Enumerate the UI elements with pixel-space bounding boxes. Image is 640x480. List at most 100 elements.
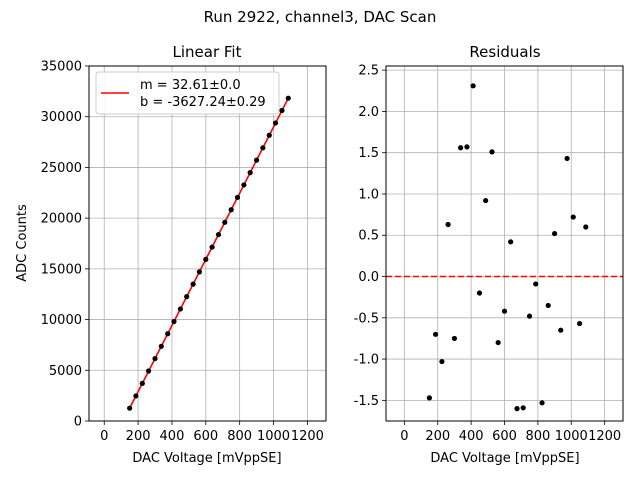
linear-fit-ytick-label: 20000 (41, 212, 82, 227)
residuals-data-point (514, 406, 520, 412)
linear-fit-xtick-label: 1200 (291, 429, 324, 444)
residuals-ytick-label: 1.0 (358, 187, 379, 202)
linear-fit-axes-frame (88, 65, 327, 422)
linear-fit-data-point (266, 132, 272, 138)
residuals-xtick-label: 1200 (588, 429, 621, 444)
linear-fit-ytick-label: 10000 (41, 313, 82, 328)
residuals-data-point (539, 400, 545, 406)
residuals-ytick-label: 1.5 (358, 146, 379, 161)
linear-fit-data-point (184, 294, 190, 300)
figure-title: Run 2922, channel3, DAC Scan (204, 8, 437, 26)
linear-fit-xtick-label: 1000 (257, 429, 290, 444)
linear-fit-xtick-label: 0 (100, 429, 108, 444)
residuals-data-point (483, 197, 489, 204)
residuals-xtick-label: 400 (459, 429, 484, 444)
residuals-data-point (495, 339, 501, 346)
linear-fit-data-point (152, 355, 158, 362)
linear-fit-data-point (165, 331, 171, 337)
linear-fit-data-point (190, 281, 196, 287)
residuals-ytick-label: -1.0 (354, 353, 379, 368)
residuals-xtick-label: 600 (492, 429, 517, 444)
linear-fit-xtick-label: 200 (126, 429, 151, 444)
residuals-ticks: 0 200 400 600 800 1000 1200 -1.5 -1.0 -0.5 0.0 0.5 1… (354, 64, 622, 444)
residuals-data-point (583, 224, 589, 230)
residuals-xlabel: DAC Voltage [mVppSE] (430, 451, 579, 466)
linear-fit-ytick-label: 0 (74, 415, 82, 430)
residuals-xtick-label: 0 (400, 429, 408, 444)
residuals-data-point (445, 221, 451, 228)
residuals-data-point (526, 313, 533, 319)
legend-intercept-text: b = -3627.24±0.29 (140, 95, 266, 110)
residuals-ytick-label: 2.0 (358, 105, 379, 120)
residuals-data-point (501, 308, 508, 314)
residuals-data-point (570, 214, 576, 220)
residuals-xtick-label: 200 (425, 429, 450, 444)
linear-fit-data-point (222, 219, 228, 225)
linear-fit-data-point (139, 380, 145, 386)
linear-fit-ytick-label: 15000 (41, 262, 82, 277)
residuals-data-point (533, 281, 539, 287)
linear-fit-data-point (177, 306, 184, 312)
residuals-xtick-label: 800 (525, 429, 550, 444)
residuals-data-point (508, 239, 514, 245)
linear-fit-points (127, 95, 291, 411)
residuals-panel: Residuals 0 200 400 600 800 1000 1200 -1.5 -1.0 -… (354, 43, 624, 466)
residuals-points (426, 83, 589, 412)
residuals-data-point (426, 395, 432, 401)
linear-fit-xtick-label: 400 (160, 429, 185, 444)
residuals-data-point (558, 327, 564, 333)
linear-fit-ytick-label: 25000 (41, 161, 82, 176)
residuals-ytick-label: 0.5 (358, 229, 379, 244)
residuals-xtick-label: 1000 (555, 429, 588, 444)
linear-fit-data-point (228, 207, 234, 213)
residuals-data-point (464, 144, 470, 150)
panel-title-residuals: Residuals (469, 43, 540, 61)
legend-box (95, 71, 280, 115)
linear-fit-data-point (253, 157, 260, 163)
linear-fit-data-point (279, 107, 285, 114)
linear-fit-data-point (247, 170, 253, 176)
linear-fit-ytick-label: 35000 (41, 60, 82, 75)
residuals-data-point (432, 331, 439, 337)
legend-slope-text: m = 32.61±0.0 (140, 78, 241, 93)
residuals-data-point (545, 302, 551, 309)
linear-fit-data-point (272, 120, 279, 126)
linear-fit-data-point (127, 405, 133, 411)
linear-fit-data-point (234, 194, 241, 201)
linear-fit-data-point (145, 368, 152, 374)
residuals-ytick-label: 0.0 (358, 270, 379, 285)
linear-fit-data-point (158, 343, 164, 349)
residuals-data-point (551, 230, 558, 237)
residuals-data-point (451, 335, 458, 342)
residuals-ytick-label: 2.5 (358, 64, 379, 79)
residuals-data-point (489, 149, 495, 155)
residuals-data-point (564, 155, 570, 162)
linear-fit-legend: m = 32.61±0.0 b = -3627.24±0.29 (95, 71, 280, 115)
linear-fit-data-point (196, 269, 202, 275)
linear-fit-data-point (209, 244, 215, 250)
linear-fit-data-point (171, 318, 177, 325)
panel-title-linear-fit: Linear Fit (173, 43, 242, 61)
residuals-data-point (577, 320, 583, 327)
residuals-data-point (458, 145, 464, 151)
linear-fit-grid (89, 65, 326, 422)
residuals-axes-frame (385, 65, 624, 422)
residuals-ytick-label: -0.5 (354, 311, 379, 326)
residuals-data-point (439, 358, 445, 365)
linear-fit-xtick-label: 600 (193, 429, 218, 444)
linear-fit-ytick-label: 5000 (49, 364, 82, 379)
linear-fit-data-point (203, 256, 209, 262)
linear-fit-data-point (260, 145, 266, 151)
residuals-data-point (520, 405, 526, 411)
linear-fit-ylabel: ADC Counts (15, 204, 30, 282)
residuals-data-point (476, 290, 483, 296)
residuals-data-point (470, 83, 476, 89)
linear-fit-xtick-label: 800 (227, 429, 252, 444)
linear-fit-xlabel: DAC Voltage [mVppSE] (132, 451, 281, 466)
linear-fit-ytick-label: 30000 (41, 110, 82, 125)
linear-fit-data-point (215, 231, 222, 238)
linear-fit-data-point (241, 182, 247, 188)
linear-fit-data-point (285, 95, 291, 101)
